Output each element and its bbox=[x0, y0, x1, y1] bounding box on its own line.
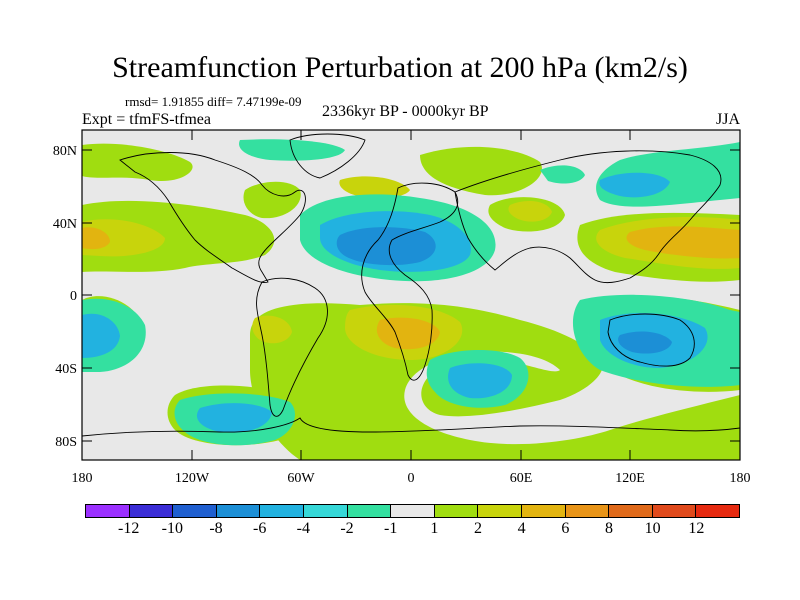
lat-label: 80S bbox=[55, 435, 77, 450]
colorbar-swatch bbox=[260, 505, 304, 517]
colorbar-label: 8 bbox=[605, 520, 613, 537]
colorbar-label: 1 bbox=[430, 520, 439, 537]
antarctica-coast bbox=[82, 417, 740, 437]
colorbar-swatch bbox=[391, 505, 435, 517]
colorbar-swatch bbox=[129, 505, 174, 517]
period-label: 2336kyr BP - 0000kyr BP bbox=[322, 103, 489, 120]
colorbar-swatch bbox=[565, 505, 610, 517]
lon-label: 180 bbox=[72, 471, 93, 486]
north-america-coast bbox=[119, 152, 306, 283]
colorbar-label: 10 bbox=[644, 520, 661, 537]
colorbar-label: -12 bbox=[117, 520, 140, 537]
colorbar-label: -4 bbox=[296, 520, 310, 537]
colorbar-label: 12 bbox=[688, 520, 705, 537]
colorbar-swatch bbox=[86, 505, 130, 517]
colorbar-swatch bbox=[434, 505, 479, 517]
australia-coast bbox=[607, 313, 695, 367]
season-label: JJA bbox=[715, 111, 740, 128]
colorbar-swatch bbox=[303, 505, 348, 517]
experiment-label: Expt = tfmFS-tfmea bbox=[82, 111, 212, 128]
colorbar-swatch bbox=[696, 505, 739, 517]
lon-label: 0 bbox=[408, 471, 415, 486]
colorbar-label: 6 bbox=[561, 520, 570, 537]
coastlines bbox=[82, 133, 740, 437]
colorbar-label: -1 bbox=[383, 520, 398, 537]
lat-labels: 80N 40N 0 40S 80S bbox=[53, 144, 77, 450]
colorbar-swatch bbox=[609, 505, 653, 517]
colorbar-swatch bbox=[216, 505, 261, 517]
lon-labels: 180 120W 60W 0 60E 120E 180 bbox=[72, 471, 751, 486]
colorbar bbox=[85, 504, 740, 518]
lat-label: 40N bbox=[53, 217, 77, 232]
south-america-coast bbox=[256, 277, 328, 417]
colorbar-label: -2 bbox=[340, 520, 354, 537]
colorbar-label: 4 bbox=[517, 520, 526, 537]
lon-label: 120E bbox=[615, 471, 645, 486]
axis-ticks bbox=[81, 130, 741, 460]
greenland-coast bbox=[289, 133, 366, 179]
colorbar-swatch bbox=[478, 505, 522, 517]
lat-label: 0 bbox=[70, 289, 77, 304]
colorbar-label: -6 bbox=[252, 520, 267, 537]
colorbar-label: -10 bbox=[161, 520, 183, 537]
lon-label: 120W bbox=[175, 471, 210, 486]
lat-label: 40S bbox=[55, 362, 77, 377]
lat-label: 80N bbox=[53, 144, 77, 159]
europe-africa-coast bbox=[361, 182, 459, 381]
eurasia-coast bbox=[454, 150, 722, 284]
colorbar-swatch bbox=[347, 505, 392, 517]
lon-label: 60E bbox=[510, 471, 533, 486]
plot-title: Streamfunction Perturbation at 200 hPa (… bbox=[112, 51, 688, 84]
contour-fields bbox=[82, 130, 740, 460]
negative-8-contour bbox=[336, 227, 672, 354]
colorbar-swatch bbox=[652, 505, 697, 517]
colorbar-swatch bbox=[173, 505, 217, 517]
lon-label: 180 bbox=[730, 471, 751, 486]
colorbar-swatch bbox=[521, 505, 566, 517]
colorbar-label: 2 bbox=[474, 520, 482, 537]
positive-6-contour bbox=[82, 226, 740, 350]
lon-label: 60W bbox=[287, 471, 315, 486]
rmsd-text: rmsd= 1.91855 diff= 7.47199e-09 bbox=[125, 94, 302, 109]
colorbar-label: -8 bbox=[209, 520, 223, 537]
